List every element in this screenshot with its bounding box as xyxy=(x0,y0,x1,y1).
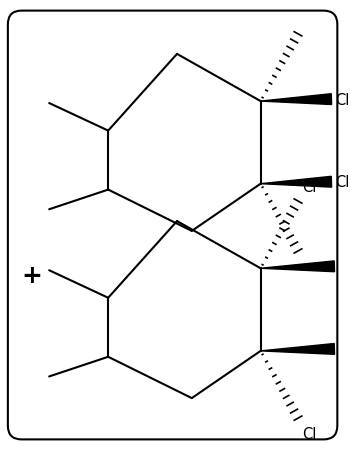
Text: +: + xyxy=(21,263,42,288)
Polygon shape xyxy=(261,95,332,105)
Text: Cl: Cl xyxy=(335,92,350,107)
Text: Cl: Cl xyxy=(335,175,350,190)
Polygon shape xyxy=(261,177,332,188)
FancyBboxPatch shape xyxy=(8,12,337,439)
Text: Cl: Cl xyxy=(302,426,316,441)
Polygon shape xyxy=(261,261,335,272)
Text: Cl: Cl xyxy=(302,179,316,194)
Polygon shape xyxy=(261,344,335,354)
